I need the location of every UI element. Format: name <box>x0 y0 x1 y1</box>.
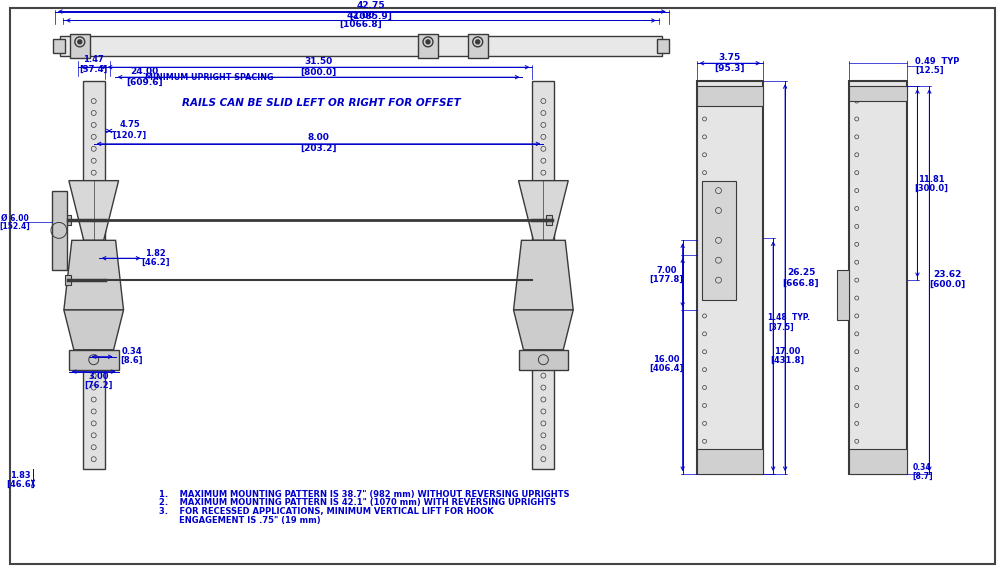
Text: 4.75: 4.75 <box>119 121 140 129</box>
Text: [1085.9]: [1085.9] <box>349 12 392 21</box>
Text: 42.00: 42.00 <box>347 11 375 20</box>
Text: [46.2]: [46.2] <box>141 258 170 267</box>
FancyBboxPatch shape <box>52 191 67 270</box>
Polygon shape <box>69 180 119 240</box>
FancyBboxPatch shape <box>65 275 71 285</box>
Polygon shape <box>514 310 573 350</box>
Text: [37.5]: [37.5] <box>768 323 794 331</box>
Text: 2.    MAXIMUM MOUNTING PATTERN IS 42.1" (1070 mm) WITH REVERSING UPRIGHTS: 2. MAXIMUM MOUNTING PATTERN IS 42.1" (10… <box>159 498 556 508</box>
FancyBboxPatch shape <box>702 180 736 300</box>
FancyBboxPatch shape <box>468 34 488 58</box>
Text: [1066.8]: [1066.8] <box>339 20 382 29</box>
FancyBboxPatch shape <box>83 81 105 469</box>
Text: 11.81: 11.81 <box>918 175 945 184</box>
Text: 1.    MAXIMUM MOUNTING PATTERN IS 38.7" (982 mm) WITHOUT REVERSING UPRIGHTS: 1. MAXIMUM MOUNTING PATTERN IS 38.7" (98… <box>159 489 570 498</box>
Polygon shape <box>64 310 124 350</box>
Text: 1.48  TYP.: 1.48 TYP. <box>768 314 810 323</box>
Text: 3.75: 3.75 <box>719 53 741 62</box>
Text: [8.6]: [8.6] <box>120 356 143 365</box>
Circle shape <box>476 40 480 44</box>
Text: [76.2]: [76.2] <box>84 381 113 390</box>
Text: 0.49  TYP: 0.49 TYP <box>915 57 960 66</box>
Text: ENGAGEMENT IS .75" (19 mm): ENGAGEMENT IS .75" (19 mm) <box>159 517 321 525</box>
Polygon shape <box>519 180 568 240</box>
Text: [152.4]: [152.4] <box>0 222 30 231</box>
FancyBboxPatch shape <box>546 216 552 225</box>
Text: [46.6]: [46.6] <box>6 480 34 489</box>
FancyBboxPatch shape <box>697 81 763 474</box>
FancyBboxPatch shape <box>849 81 907 474</box>
Text: MINIMUM UPRIGHT SPACING: MINIMUM UPRIGHT SPACING <box>145 73 273 82</box>
Text: [406.4]: [406.4] <box>650 364 684 373</box>
Text: 1.82: 1.82 <box>145 249 166 258</box>
Text: 24.00: 24.00 <box>130 67 159 76</box>
FancyBboxPatch shape <box>70 34 90 58</box>
Circle shape <box>426 40 430 44</box>
Text: 31.50: 31.50 <box>304 57 333 66</box>
FancyBboxPatch shape <box>418 34 438 58</box>
FancyBboxPatch shape <box>53 39 65 53</box>
Polygon shape <box>64 240 124 310</box>
FancyBboxPatch shape <box>532 81 554 469</box>
FancyBboxPatch shape <box>519 350 568 370</box>
Text: Ø 6.00: Ø 6.00 <box>1 214 29 223</box>
FancyBboxPatch shape <box>60 36 662 56</box>
FancyBboxPatch shape <box>849 86 907 101</box>
Text: 26.25: 26.25 <box>787 267 815 277</box>
Text: 1.83: 1.83 <box>10 471 30 480</box>
Text: 1.47: 1.47 <box>83 55 104 64</box>
FancyBboxPatch shape <box>697 450 763 474</box>
Text: [666.8]: [666.8] <box>783 279 819 287</box>
FancyBboxPatch shape <box>65 216 71 225</box>
Text: [120.7]: [120.7] <box>112 130 147 139</box>
Text: [800.0]: [800.0] <box>300 68 337 77</box>
Text: 16.00: 16.00 <box>653 355 680 364</box>
Text: 0.34: 0.34 <box>121 347 142 356</box>
Text: [177.8]: [177.8] <box>650 275 684 283</box>
Text: 17.00: 17.00 <box>774 347 800 356</box>
Text: [600.0]: [600.0] <box>929 279 965 288</box>
FancyBboxPatch shape <box>837 270 849 320</box>
Text: [95.3]: [95.3] <box>715 64 745 73</box>
Text: [431.8]: [431.8] <box>770 356 804 365</box>
Text: 0.34: 0.34 <box>912 463 931 472</box>
Text: [203.2]: [203.2] <box>300 145 337 153</box>
FancyBboxPatch shape <box>69 350 119 370</box>
FancyBboxPatch shape <box>657 39 669 53</box>
Polygon shape <box>514 240 573 310</box>
Text: [609.6]: [609.6] <box>126 77 163 86</box>
FancyBboxPatch shape <box>697 86 763 106</box>
Text: RAILS CAN BE SLID LEFT OR RIGHT FOR OFFSET: RAILS CAN BE SLID LEFT OR RIGHT FOR OFFS… <box>182 98 461 108</box>
Text: 8.00: 8.00 <box>308 133 329 142</box>
Text: 7.00: 7.00 <box>656 266 677 275</box>
Text: 42.75: 42.75 <box>356 1 385 10</box>
FancyBboxPatch shape <box>849 450 907 474</box>
Circle shape <box>78 40 82 44</box>
Text: [37.4]: [37.4] <box>80 65 108 74</box>
Text: 23.62: 23.62 <box>933 270 961 279</box>
Text: [8.7]: [8.7] <box>912 472 933 481</box>
Text: [12.5]: [12.5] <box>915 65 944 75</box>
Text: 3.    FOR RECESSED APPLICATIONS, MINIMUM VERTICAL LIFT FOR HOOK: 3. FOR RECESSED APPLICATIONS, MINIMUM VE… <box>159 508 494 517</box>
Text: 3.00: 3.00 <box>88 372 109 381</box>
Text: [300.0]: [300.0] <box>914 184 948 192</box>
